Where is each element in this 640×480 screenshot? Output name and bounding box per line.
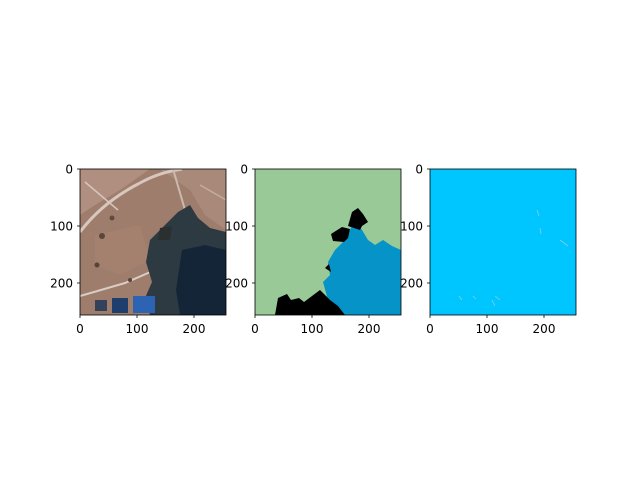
prediction-mask-panel: 0 100 200 0 100 200 [400, 163, 577, 336]
mask-ytick-label: 0 [240, 163, 248, 177]
prediction-xtick-label: 200 [533, 322, 556, 336]
satellite-image-panel: 0 100 200 0 100 200 [50, 163, 227, 336]
satellite-xtick-label: 100 [126, 322, 149, 336]
prediction-ytick-label: 100 [400, 220, 423, 234]
mask-xtick-label: 100 [301, 322, 324, 336]
prediction-xtick-label: 0 [426, 322, 434, 336]
segmentation-mask-panel: 0 100 200 0 100 200 [225, 163, 402, 336]
mask-xtick-label: 200 [358, 322, 381, 336]
prediction-ytick-label: 200 [400, 277, 423, 291]
mask-ytick-label: 200 [225, 277, 248, 291]
mask-xtick-label: 0 [251, 322, 259, 336]
satellite-image [80, 169, 226, 315]
prediction-mask [430, 169, 576, 315]
satellite-xtick-label: 200 [183, 322, 206, 336]
prediction-xtick-label: 100 [476, 322, 499, 336]
satellite-xtick-label: 0 [76, 322, 84, 336]
prediction-ytick-label: 0 [415, 163, 423, 177]
satellite-ytick-label: 0 [65, 163, 73, 177]
satellite-ytick-label: 200 [50, 277, 73, 291]
satellite-ytick-label: 100 [50, 220, 73, 234]
mask-ytick-label: 100 [225, 220, 248, 234]
segmentation-mask [255, 169, 401, 315]
